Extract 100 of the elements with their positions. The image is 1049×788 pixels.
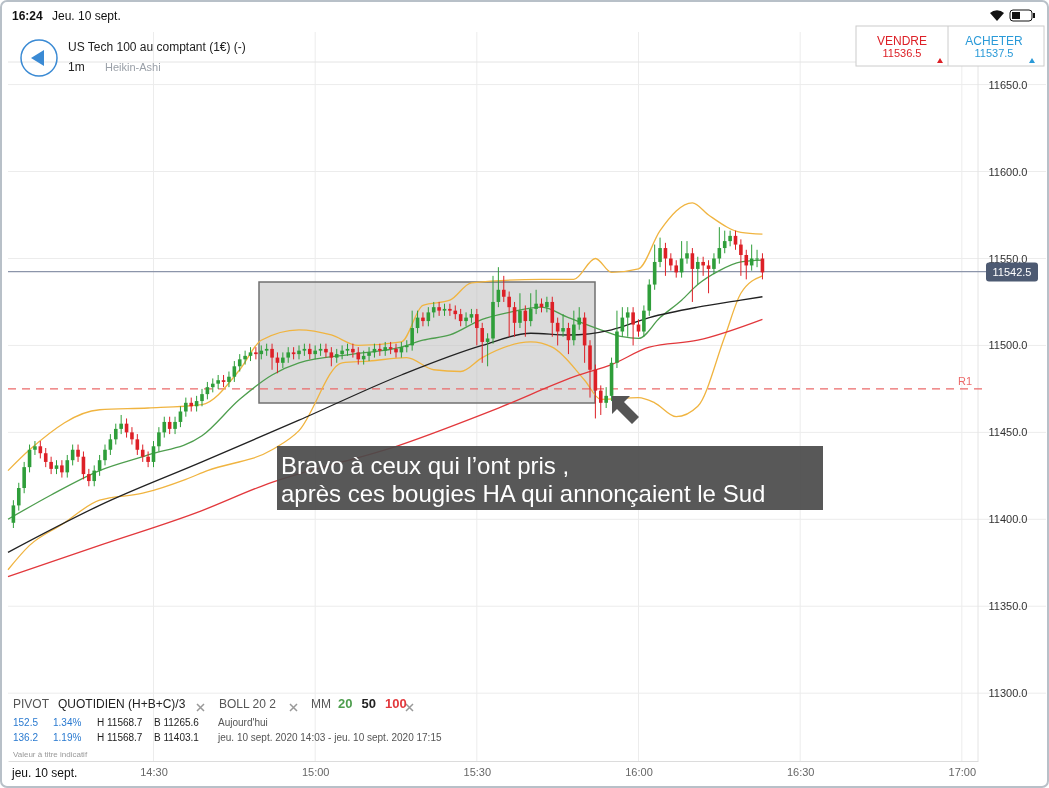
candlestick (254, 346, 258, 360)
candlestick (130, 426, 134, 446)
annotation: 1.34% (53, 717, 82, 728)
ref-line-label: R1 (957, 374, 972, 387)
candlestick (65, 454, 70, 479)
candlestick (162, 416, 167, 439)
candlestick (518, 292, 522, 329)
text: 11536.5 (882, 47, 922, 59)
text: ACHETER (965, 34, 1023, 48)
y-tick-label: 11600.0 (988, 165, 1028, 178)
y-tick-label: 11450.0 (988, 426, 1028, 439)
candlestick (60, 459, 64, 479)
annotation: B 11403.1 (154, 732, 200, 743)
text: 20 (338, 696, 353, 711)
annotation: B 11265.6 (154, 717, 200, 728)
candlestick (658, 237, 662, 268)
ref-line-label: 11542.5 (992, 265, 1032, 278)
candlestick (157, 426, 161, 452)
annotation: après ces bougies HA qui annonçaient le Sud (281, 480, 766, 507)
text: jeu. 10 sept. (11, 766, 78, 780)
text: VENDRE (876, 34, 928, 48)
candlestick (755, 249, 759, 268)
candlestick (598, 384, 603, 416)
candlestick (572, 310, 576, 346)
candlestick (49, 456, 53, 475)
y-tick-label: 11400.0 (988, 513, 1028, 526)
candlestick (561, 313, 565, 338)
candlestick (394, 343, 398, 359)
annotation: Bravo à ceux qui l’ont pris , (281, 452, 570, 479)
candlestick (16, 482, 21, 512)
candlestick (534, 289, 538, 315)
candlestick (685, 240, 689, 265)
candlestick (631, 306, 635, 346)
text: 11537.5 (974, 47, 1014, 59)
candlestick (340, 344, 344, 360)
annotation: PIVOT (13, 697, 50, 711)
x-tick-label: 17:00 (948, 766, 977, 779)
candlestick (33, 440, 37, 456)
candlestick (728, 230, 732, 247)
candlestick (448, 303, 452, 317)
candlestick (545, 296, 549, 313)
candlestick (200, 388, 204, 407)
x-tick-label: 15:00 (301, 766, 330, 779)
candlestick (297, 344, 301, 360)
annotation: BOLL 20 2 (219, 697, 277, 711)
candlestick (577, 306, 582, 331)
candlestick (480, 322, 485, 364)
text: 16:24 (12, 9, 44, 23)
candlestick (706, 259, 711, 294)
candlestick (464, 311, 468, 327)
candlestick (550, 296, 555, 338)
x-tick-label: 16:30 (786, 766, 815, 779)
text: 50 (361, 696, 376, 711)
candlestick (437, 301, 441, 317)
candlestick (507, 291, 511, 338)
candlestick (410, 310, 414, 352)
candlestick (243, 350, 247, 366)
annotation: QUOTIDIEN (H+B+C)/3 (58, 697, 186, 711)
candlestick (475, 308, 479, 346)
candlestick (119, 414, 123, 435)
x-tick-label: 14:30 (140, 766, 168, 779)
y-tick-label: 11650.0 (988, 78, 1028, 91)
candlestick (270, 343, 274, 371)
candlestick (227, 371, 231, 388)
annotation: 152.5 (13, 717, 39, 728)
y-tick-label: 11300.0 (988, 687, 1028, 700)
candlestick (712, 252, 716, 275)
annotation: Heikin-Ashi (105, 61, 161, 73)
candlestick (92, 464, 97, 487)
candlestick (351, 343, 355, 359)
line-series (7, 259, 764, 520)
annotation: MM (311, 697, 331, 711)
text: Jeu. 10 sept. (52, 9, 121, 23)
chart-title: US Tech 100 au comptant (1€) (-) (68, 40, 246, 54)
x-tick-label: 16:00 (625, 766, 653, 779)
annotation: jeu. 10 sept. 2020 14:03 - jeu. 10 sept. 2020 17:15 (217, 732, 442, 743)
candlestick (329, 346, 334, 367)
candlestick (184, 397, 188, 418)
candlestick (485, 332, 490, 367)
candlestick (501, 275, 506, 303)
candlestick (43, 447, 48, 468)
candlestick (76, 444, 80, 463)
chart-subtitle: 1m (68, 60, 85, 74)
candlestick (604, 386, 608, 409)
y-tick-label: 11350.0 (988, 600, 1028, 613)
annotation: 1.19% (53, 732, 82, 743)
y-tick-label: 11550.0 (988, 252, 1028, 265)
y-tick-label: 11500.0 (988, 339, 1028, 352)
candlestick (22, 461, 26, 494)
candlestick (722, 230, 727, 254)
annotation: 136.2 (13, 732, 39, 743)
text: 100 (384, 696, 407, 711)
x-tick-label: 15:30 (463, 766, 492, 779)
candlestick (421, 311, 425, 327)
candlestick (367, 346, 371, 362)
candlestick (146, 450, 150, 468)
annotation: Valeur à titre indicatif (13, 750, 88, 759)
annotation: Aujourd'hui (218, 717, 268, 728)
candlestick (739, 238, 743, 277)
candlestick (113, 423, 118, 446)
